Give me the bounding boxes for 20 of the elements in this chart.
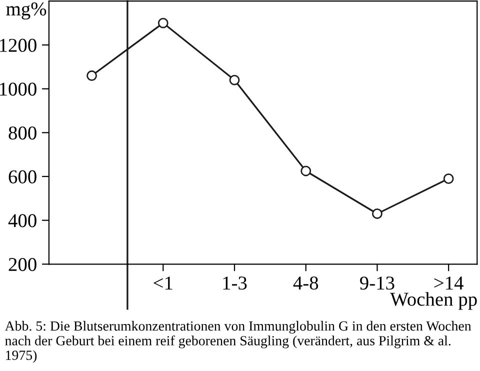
x-tick-label: <1 [154, 276, 172, 290]
point [300, 166, 312, 176]
y-tick-label: 400 [8, 214, 36, 228]
y-tick-label: 1000 [0, 82, 36, 96]
x-tick-label: 1-3 [223, 276, 247, 290]
point [158, 18, 168, 28]
y-tick-label: 1200 [0, 38, 36, 52]
point [443, 173, 454, 184]
point [372, 208, 382, 219]
x-tick-label: >14 [434, 276, 464, 290]
y-tick-label: 600 [8, 170, 36, 184]
x-tick-label: 4-8 [293, 276, 318, 290]
y-tick-label: 800 [8, 126, 36, 140]
point [86, 70, 97, 81]
caption: Abb. 5: Die Blutserumkonzentrationen von Immunglobulin G in den ersten Wochen nach der Geburt bei einem reif geborenen Säugling (verändert, aus Pilgrim & al. 1975) [4, 320, 472, 363]
y-axis-title: mg% [6, 2, 46, 20]
x-axis-title: Wochen pp [390, 292, 477, 310]
y-tick-label: 200 [8, 258, 36, 272]
point [229, 74, 240, 86]
x-tick-label: 9-13 [360, 276, 394, 290]
